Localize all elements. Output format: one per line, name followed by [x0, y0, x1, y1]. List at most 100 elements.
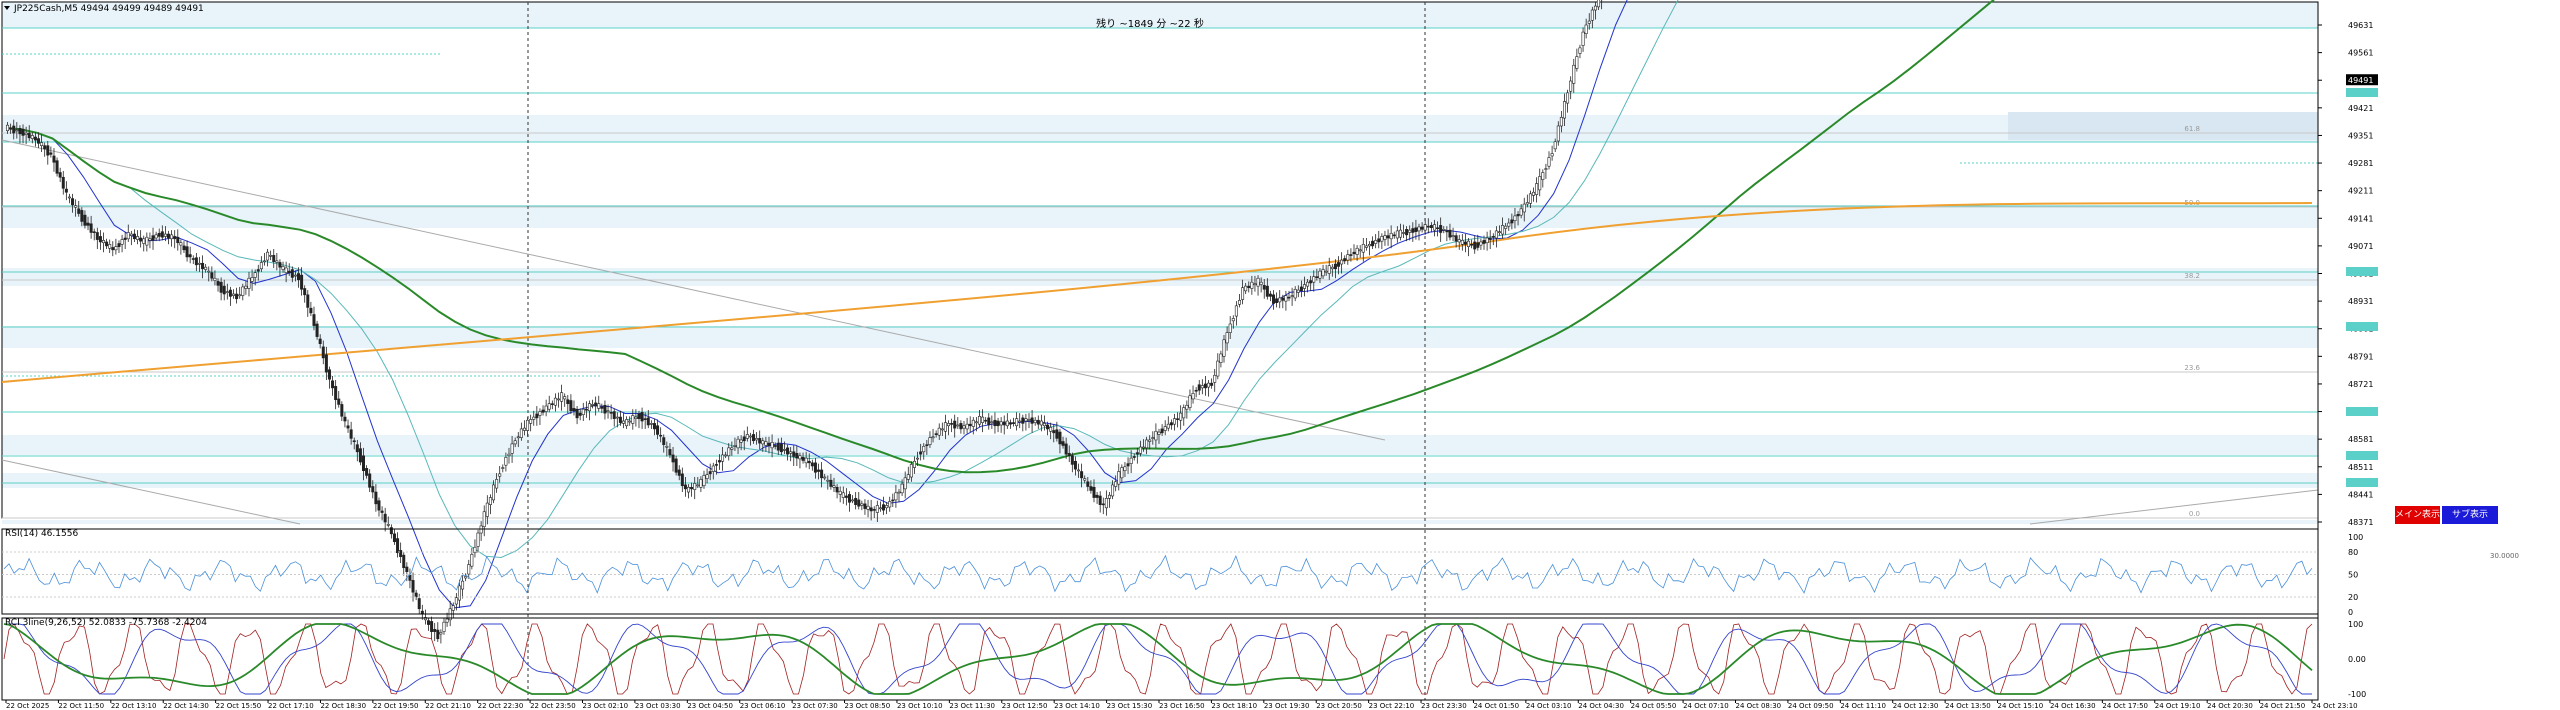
candle-body — [662, 437, 666, 445]
time-tick-label: 22 Oct 21:10 — [425, 702, 471, 710]
rsi-tick-label: 100 — [2348, 533, 2363, 542]
candle-body — [541, 409, 545, 413]
candle-body — [841, 492, 845, 498]
candle-body — [442, 621, 446, 632]
rsi-tick-label: 80 — [2348, 548, 2358, 557]
candle-body — [213, 277, 217, 281]
candle-body — [86, 222, 90, 226]
candle-body — [1172, 418, 1176, 425]
price-tick-label: 48511 — [2348, 463, 2373, 472]
candle-body — [173, 236, 177, 240]
candle-body — [529, 419, 533, 424]
candle-body — [860, 503, 864, 506]
sr-band — [2, 205, 2318, 228]
candle-body — [1544, 168, 1548, 170]
candle-body — [1055, 429, 1059, 439]
candle-body — [1157, 431, 1161, 435]
candle-body — [89, 223, 93, 233]
sr-band — [2, 520, 2318, 524]
candle-body — [1033, 419, 1037, 423]
candle-body — [83, 214, 87, 226]
time-tick-label: 24 Oct 11:10 — [1840, 702, 1886, 710]
candle-body — [92, 231, 96, 233]
candle-body — [293, 274, 297, 277]
candle-body — [498, 473, 502, 477]
candle-body — [637, 413, 641, 419]
candle-body — [594, 402, 598, 407]
candle-body — [170, 234, 174, 240]
candle-body — [832, 485, 836, 488]
candle-body — [216, 281, 220, 286]
candle-body — [928, 437, 932, 445]
main-view-button[interactable]: メイン表示 — [2395, 506, 2440, 524]
candle-body — [665, 445, 669, 448]
candle-body — [374, 491, 378, 505]
candle-body — [863, 503, 867, 509]
candle-body — [931, 436, 935, 439]
candle-body — [1179, 412, 1183, 421]
time-tick-label: 23 Oct 14:10 — [1054, 702, 1100, 710]
candle-body — [1528, 193, 1532, 204]
candle-body — [668, 449, 672, 456]
candle-body — [126, 232, 130, 240]
candle-body — [649, 423, 653, 425]
candle-body — [495, 479, 499, 489]
candle-body — [1559, 117, 1563, 127]
candle-body — [547, 403, 551, 410]
candle-body — [733, 445, 737, 447]
candle-body — [878, 507, 882, 510]
candle-body — [55, 160, 59, 174]
sr-band — [2008, 112, 2318, 140]
candle-body — [222, 285, 226, 295]
candle-body — [767, 442, 771, 446]
time-tick-label: 24 Oct 13:50 — [1945, 702, 1991, 710]
candle-body — [1389, 232, 1393, 240]
candle-body — [145, 236, 149, 246]
candle-body — [600, 406, 604, 409]
candle-body — [1312, 276, 1316, 283]
candle-body — [1593, 5, 1597, 11]
candle-body — [439, 632, 443, 635]
candle-body — [798, 455, 802, 460]
candle-body — [1117, 471, 1121, 485]
candle-body — [312, 314, 316, 326]
time-tick-label: 22 Oct 18:30 — [320, 702, 366, 710]
time-tick-label: 23 Oct 07:30 — [792, 702, 838, 710]
candle-body — [1463, 241, 1467, 245]
candle-body — [968, 423, 972, 427]
candle-body — [71, 198, 75, 206]
candle-body — [953, 420, 957, 429]
candle-body — [386, 524, 390, 526]
candle-body — [1420, 226, 1424, 230]
candle-body — [1148, 439, 1152, 442]
candle-body — [1392, 234, 1396, 237]
candle-body — [919, 451, 923, 455]
candle-body — [730, 447, 734, 450]
collapse-triangle-icon[interactable] — [4, 6, 10, 10]
candle-body — [157, 232, 161, 237]
candle-body — [219, 281, 223, 293]
sr-tag — [2346, 267, 2378, 276]
time-tick-label: 24 Oct 09:50 — [1788, 702, 1834, 710]
candle-body — [470, 554, 474, 567]
candle-body — [795, 453, 799, 459]
candle-body — [820, 469, 824, 479]
candle-body — [74, 205, 78, 208]
candle-body — [1476, 242, 1480, 248]
candle-body — [303, 288, 307, 296]
candle-body — [262, 260, 266, 263]
candle-body — [563, 396, 567, 400]
candle-body — [201, 262, 205, 270]
candle-body — [1101, 503, 1105, 506]
sub-view-button[interactable]: サブ表示 — [2442, 506, 2498, 524]
price-tick-label: 49351 — [2348, 131, 2373, 140]
candle-body — [526, 419, 530, 431]
price-tick-label: 48581 — [2348, 435, 2373, 444]
time-tick-label: 24 Oct 20:30 — [2207, 702, 2253, 710]
price-tick-label: 49071 — [2348, 242, 2373, 251]
candle-body — [1562, 101, 1566, 119]
candle-body — [1123, 466, 1127, 472]
sr-tag — [2346, 88, 2378, 97]
candle-body — [1454, 235, 1458, 242]
